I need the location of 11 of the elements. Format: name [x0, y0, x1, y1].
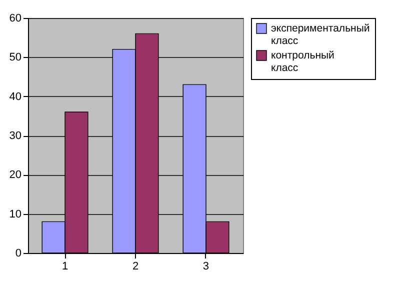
y-tick-label: 40 [9, 90, 22, 103]
y-tick-label: 0 [15, 248, 22, 260]
legend-label: контрольный класс [271, 50, 335, 74]
y-tick-label: 10 [9, 208, 22, 220]
y-tick-label: 50 [9, 52, 22, 64]
x-tick-label: 1 [62, 260, 68, 272]
x-tick-label: 3 [202, 260, 210, 272]
y-tick-label: 60 [9, 12, 22, 24]
y-tick-label: 30 [9, 130, 22, 142]
y-tick-label: 20 [9, 169, 22, 182]
x-tick-label: 2 [132, 260, 139, 272]
